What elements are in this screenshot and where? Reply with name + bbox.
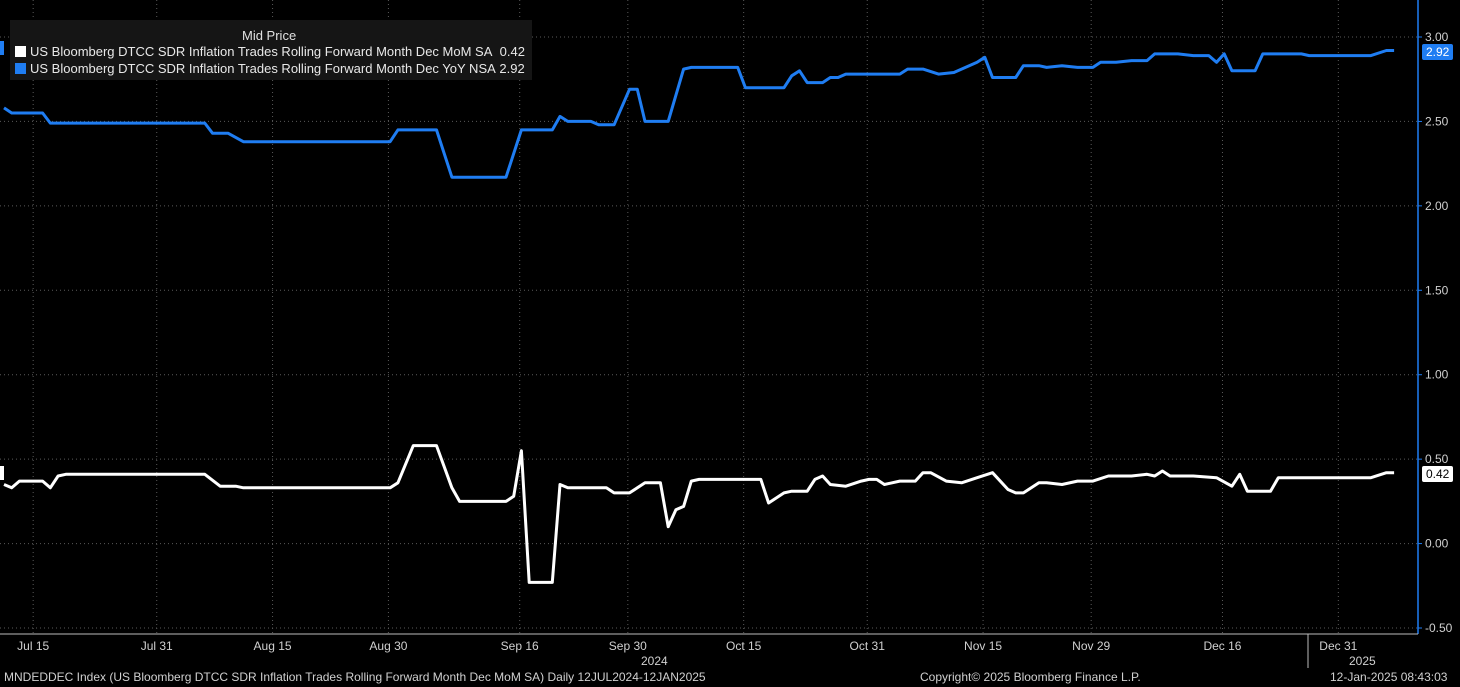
last-value-tag-yoy: 2.92 [1422,44,1454,60]
year-label-2025: 2025 [1349,654,1376,668]
legend-swatch-white [15,46,26,57]
legend-label-yoy: US Bloomberg DTCC SDR Inflation Trades R… [30,61,496,76]
y-tick-label: 0.00 [1425,537,1449,551]
last-value-tag-mom: 0.42 [1422,466,1454,482]
x-tick-label: Nov 29 [1072,639,1110,653]
x-tick-label: Oct 31 [850,639,886,653]
x-tick-label: Oct 15 [726,639,762,653]
footer-ticker: MNDEDDEC Index (US Bloomberg DTCC SDR In… [4,670,706,684]
y-tick-label: 2.00 [1425,199,1449,213]
y-axis: 3.00 2.50 2.00 1.50 1.00 0.50 0.00 -0.50 [1417,0,1453,635]
legend-item-mom: US Bloomberg DTCC SDR Inflation Trades R… [15,44,525,59]
legend: Mid Price US Bloomberg DTCC SDR Inflatio… [10,20,532,80]
x-tick-label: Sep 30 [609,639,647,653]
x-tick-label: Dec 31 [1319,639,1357,653]
series-lines [3,49,1395,584]
chart-title: Mid Price [242,28,297,43]
x-tick-label: Aug 30 [369,639,407,653]
legend-label-mom: US Bloomberg DTCC SDR Inflation Trades R… [30,44,493,59]
legend-swatch-blue [15,63,26,74]
x-tick-label: Sep 16 [501,639,539,653]
gridlines [0,0,1418,634]
series-line-mom [3,444,1395,584]
x-tick-label: Jul 31 [141,639,173,653]
x-tick-label: Dec 16 [1203,639,1241,653]
left-marker-blue [0,41,4,55]
y-tick-label: -0.50 [1425,621,1453,635]
y-tick-label: 1.50 [1425,283,1449,297]
x-axis: Jul 15 Jul 31 Aug 15 Aug 30 Sep 16 Sep 30 Oct … [0,633,1418,668]
x-tick-label: Jul 15 [17,639,49,653]
x-tick-label: Nov 15 [964,639,1002,653]
left-marker-white [0,466,4,480]
y-tick-label: 1.00 [1425,368,1449,382]
legend-item-yoy: US Bloomberg DTCC SDR Inflation Trades R… [15,61,525,76]
y-tick-label: 3.00 [1425,30,1449,44]
y-tick-label: 0.50 [1425,452,1449,466]
year-label-2024: 2024 [641,654,668,668]
legend-value-mom: 0.42 [499,44,525,59]
legend-value-yoy: 2.92 [499,61,525,76]
footer-timestamp: 12-Jan-2025 08:43:03 [1330,670,1448,684]
y-tick-label: 2.50 [1425,114,1449,128]
series-line-yoy [3,49,1395,179]
footer-copyright: Copyright© 2025 Bloomberg Finance L.P. [920,670,1141,684]
x-tick-label: Aug 15 [254,639,292,653]
